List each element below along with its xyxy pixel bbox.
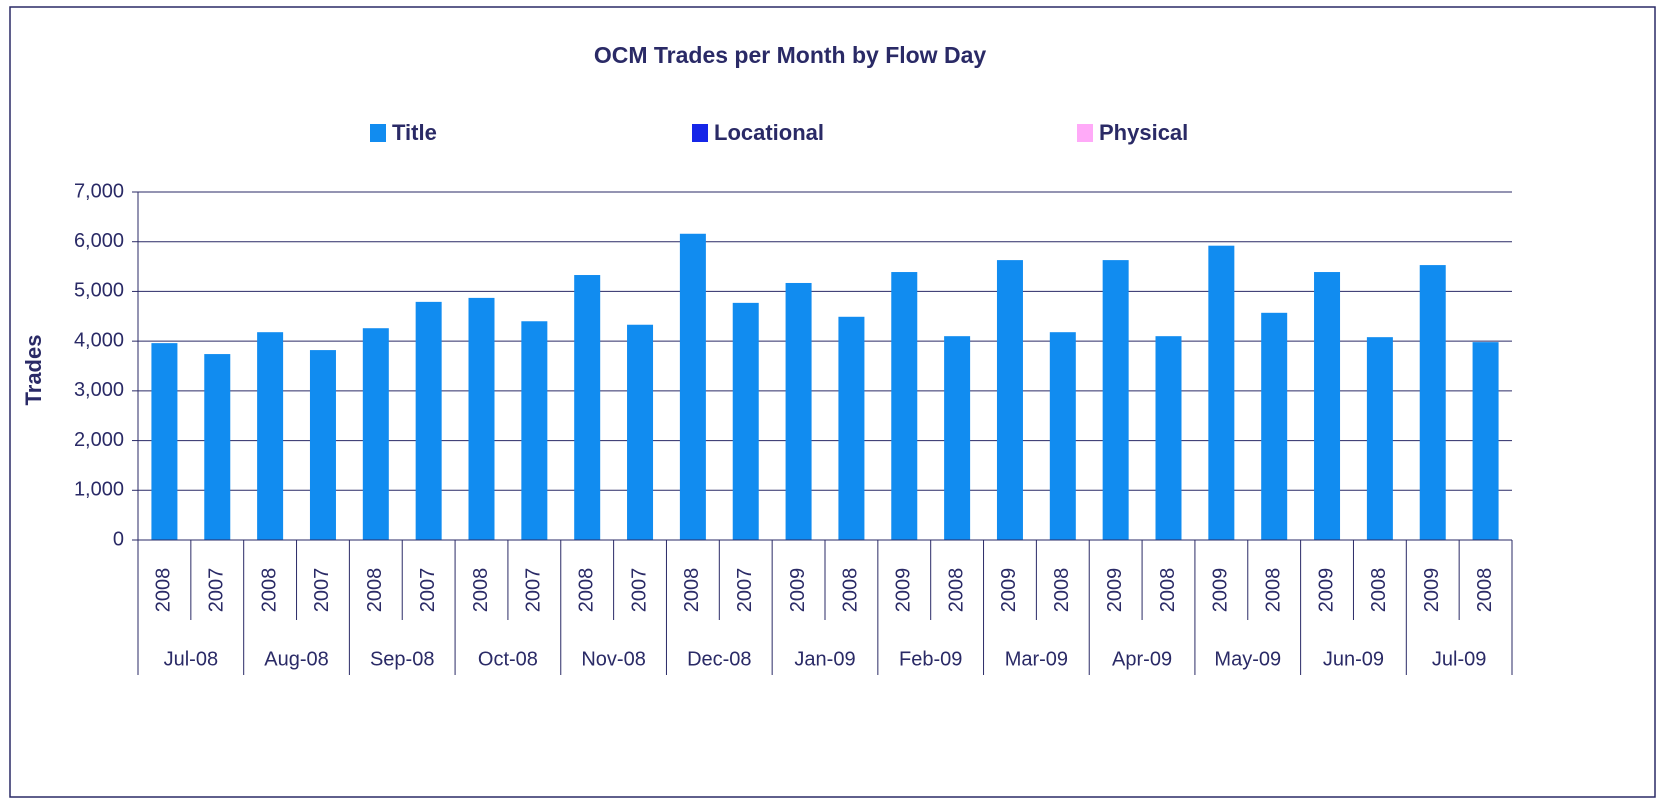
x-tick-label: 2008 (470, 568, 492, 613)
bar (151, 343, 178, 540)
x-group-label: Mar-09 (1005, 648, 1068, 670)
x-group-label: Dec-08 (687, 648, 751, 670)
x-tick-label: 2007 (311, 568, 333, 613)
x-group-label: Apr-09 (1112, 648, 1172, 670)
bar (679, 233, 706, 540)
bar (415, 301, 442, 540)
x-tick-label: 2008 (840, 568, 862, 613)
bar (1102, 260, 1129, 540)
bar (1366, 337, 1393, 540)
bar (891, 272, 918, 540)
bar (944, 336, 971, 540)
legend-label: Title (392, 120, 437, 145)
bar (1155, 336, 1182, 540)
y-tick-label: 2,000 (74, 429, 124, 451)
x-group-label: Jan-09 (794, 648, 855, 670)
x-group-label: Oct-08 (478, 648, 538, 670)
x-tick-label: 2009 (787, 568, 809, 613)
y-tick-label: 4,000 (74, 329, 124, 351)
x-group-label: Nov-08 (581, 648, 645, 670)
x-tick-label: 2009 (893, 568, 915, 613)
y-tick-label: 6,000 (74, 230, 124, 252)
bar (1208, 245, 1235, 541)
x-tick-label: 2007 (206, 568, 228, 613)
legend-label: Physical (1099, 120, 1188, 145)
x-tick-label: 2007 (417, 568, 439, 613)
x-tick-label: 2009 (998, 568, 1020, 613)
bar (785, 282, 812, 540)
bar (468, 297, 495, 540)
x-tick-label: 2007 (734, 568, 756, 613)
legend-swatch (1077, 124, 1093, 142)
bar (1261, 312, 1288, 540)
x-group-label: Jul-08 (164, 648, 218, 670)
x-tick-label: 2007 (628, 568, 650, 613)
x-tick-label: 2009 (1421, 568, 1443, 613)
bar (521, 321, 548, 540)
x-tick-label: 2007 (523, 568, 545, 613)
bar (838, 316, 865, 540)
legend-label: Locational (714, 120, 824, 145)
x-tick-label: 2008 (364, 568, 386, 613)
bar (1314, 272, 1341, 540)
y-tick-label: 0 (113, 528, 124, 550)
x-tick-label: 2009 (1104, 568, 1126, 613)
x-tick-label: 2008 (1051, 568, 1073, 613)
y-tick-label: 3,000 (74, 379, 124, 401)
x-tick-label: 2008 (1157, 568, 1179, 613)
x-tick-label: 2008 (153, 568, 175, 613)
bar (732, 302, 759, 540)
x-group-label: May-09 (1214, 648, 1281, 670)
x-tick-label: 2008 (1474, 568, 1496, 613)
x-tick-label: 2008 (1262, 568, 1284, 613)
bar (627, 324, 654, 540)
bar (204, 354, 231, 540)
bar (996, 260, 1023, 540)
x-tick-label: 2008 (681, 568, 703, 613)
x-group-label: Jul-09 (1432, 648, 1486, 670)
bar (362, 328, 389, 540)
x-group-label: Feb-09 (899, 648, 962, 670)
x-tick-label: 2008 (258, 568, 280, 613)
y-tick-label: 7,000 (74, 180, 124, 202)
chart-border (9, 6, 1656, 798)
y-tick-label: 1,000 (74, 479, 124, 501)
bar (257, 332, 284, 540)
x-tick-label: 2008 (575, 568, 597, 613)
legend-swatch (370, 124, 386, 142)
bar (1472, 342, 1499, 540)
y-axis-label: Trades (21, 335, 46, 406)
x-group-label: Aug-08 (264, 648, 329, 670)
bar (1419, 265, 1446, 540)
y-tick-label: 5,000 (74, 280, 124, 302)
x-tick-label: 2009 (1315, 568, 1337, 613)
bar (1049, 332, 1076, 540)
x-tick-label: 2008 (1368, 568, 1390, 613)
bar (309, 350, 336, 540)
x-tick-label: 2008 (945, 568, 967, 613)
x-group-label: Jun-09 (1323, 648, 1384, 670)
bar (574, 275, 601, 540)
x-tick-label: 2009 (1210, 568, 1232, 613)
x-group-label: Sep-08 (370, 648, 435, 670)
chart-title: OCM Trades per Month by Flow Day (594, 42, 987, 68)
legend-swatch (692, 124, 708, 142)
